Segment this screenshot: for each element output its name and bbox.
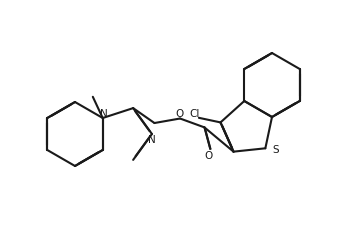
Text: O: O (175, 108, 183, 119)
Text: N: N (148, 135, 156, 145)
Text: N: N (100, 109, 108, 119)
Text: O: O (204, 151, 212, 161)
Text: S: S (272, 145, 279, 155)
Text: Cl: Cl (190, 109, 200, 119)
